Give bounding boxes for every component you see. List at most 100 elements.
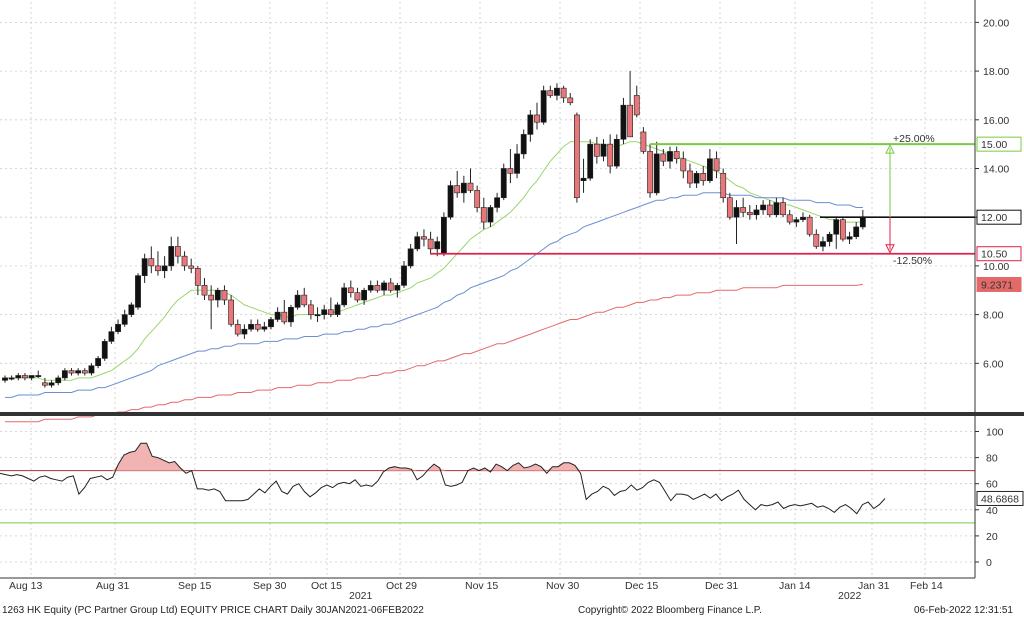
candle-body xyxy=(627,104,633,138)
candle-body xyxy=(414,236,421,250)
level-tag-label: 12.00 xyxy=(981,212,1007,224)
candle-body xyxy=(480,207,487,223)
candle-body xyxy=(35,375,42,377)
candle-body xyxy=(241,328,248,335)
candle-body xyxy=(640,131,647,152)
x-tick-label: Sep 15 xyxy=(178,580,211,592)
moving-average-line xyxy=(5,283,863,423)
y-tick-label: 14.00 xyxy=(983,164,1009,176)
rsi-y-tick-label: 100 xyxy=(986,427,1004,439)
rsi-y-tick-label: 80 xyxy=(986,453,998,465)
candle-body xyxy=(22,375,28,379)
candle-body xyxy=(294,294,301,308)
candle-body xyxy=(175,246,181,257)
candle-body xyxy=(693,173,700,184)
candle-body xyxy=(667,151,673,162)
candle-body xyxy=(720,173,727,199)
candle-body xyxy=(793,219,800,223)
candle-body xyxy=(8,377,15,380)
candle-body xyxy=(700,173,707,181)
downside-arrow-head xyxy=(885,244,895,254)
candle-body xyxy=(846,236,853,240)
y-tick-label: 20.00 xyxy=(983,17,1009,29)
candle-body xyxy=(507,168,514,174)
candle-body xyxy=(534,114,540,123)
x-tick-label: Aug 13 xyxy=(9,580,42,592)
candle-body xyxy=(800,216,806,220)
footer-bar: 1263 HK Equity (PC Partner Group Ltd) EQ… xyxy=(0,602,1024,619)
candle-body xyxy=(527,114,534,135)
candle-body xyxy=(347,287,354,293)
candle-body xyxy=(826,233,833,242)
candle-body xyxy=(593,143,600,157)
candle-body xyxy=(514,153,520,174)
candle-body xyxy=(214,289,221,301)
candle-body xyxy=(374,285,381,291)
candle-body xyxy=(839,219,846,240)
rsi-y-tick-label: 40 xyxy=(986,505,998,517)
candle-body xyxy=(547,90,554,96)
x-tick-label: Feb 14 xyxy=(910,580,943,592)
candle-body xyxy=(194,268,201,286)
candle-body xyxy=(520,134,527,155)
candle-body xyxy=(75,370,82,374)
candle-body xyxy=(148,258,155,267)
candle-body xyxy=(367,285,374,291)
moving-average-line xyxy=(5,141,863,381)
rsi-grid xyxy=(0,418,975,576)
candle-body xyxy=(647,151,653,194)
rsi-y-tick-label: 60 xyxy=(986,479,998,491)
axes xyxy=(0,0,1024,579)
candle-body xyxy=(587,143,594,179)
candle-body xyxy=(208,294,215,301)
x-tick-label: Oct 29 xyxy=(386,580,417,592)
candle-body xyxy=(108,331,115,342)
year-label: 2022 xyxy=(838,590,862,602)
candle-body xyxy=(687,170,693,184)
candle-body xyxy=(613,138,620,167)
candle-body xyxy=(301,294,308,306)
candle-body xyxy=(607,143,614,167)
rsi-y-tick-label: 20 xyxy=(986,531,998,543)
candle-body xyxy=(813,233,820,247)
level-tag-label: 15.00 xyxy=(981,139,1007,151)
candle-body xyxy=(580,177,587,181)
x-tick-label: Aug 31 xyxy=(96,580,129,592)
x-tick-label: Sep 30 xyxy=(253,580,286,592)
candle-body xyxy=(61,370,68,379)
candle-body xyxy=(135,275,141,308)
year-label: 2021 xyxy=(349,590,373,602)
candle-body xyxy=(653,153,660,194)
candle-body xyxy=(633,95,640,116)
rsi-y-tick-label: 0 xyxy=(986,557,992,569)
candle-body xyxy=(341,287,348,306)
candle-body xyxy=(407,248,414,267)
candle-body xyxy=(181,255,188,267)
candle-body xyxy=(228,299,234,325)
candle-body xyxy=(427,238,434,250)
candle-body xyxy=(41,382,48,386)
candle-body xyxy=(314,314,321,317)
candle-body xyxy=(274,311,281,320)
x-tick-label: Oct 15 xyxy=(311,580,342,592)
level-tag-label: 10.50 xyxy=(981,249,1007,261)
candle-body xyxy=(361,289,367,301)
y-tick-label: 16.00 xyxy=(983,115,1009,127)
price-chart: +25.00% -12.50% 6.00 8.00 10.00 12.00 14.00 16… xyxy=(0,0,1024,602)
candle-body xyxy=(161,265,168,272)
rsi-panel xyxy=(0,442,975,524)
candle-body xyxy=(487,207,494,223)
candle-body xyxy=(554,87,560,96)
x-tick-label: Jan 14 xyxy=(779,580,811,592)
rsi-value-label: 48.6868 xyxy=(981,493,1019,505)
candle-body xyxy=(567,97,574,104)
y-tick-label: 18.00 xyxy=(983,66,1009,78)
candle-body xyxy=(434,241,441,250)
candle-body xyxy=(540,90,547,123)
candle-body xyxy=(780,202,786,216)
candle-body xyxy=(115,324,121,332)
candle-body xyxy=(474,190,481,208)
panel-separator xyxy=(0,412,1024,416)
y-tick-label: 8.00 xyxy=(983,310,1004,322)
candle-body xyxy=(859,216,866,228)
